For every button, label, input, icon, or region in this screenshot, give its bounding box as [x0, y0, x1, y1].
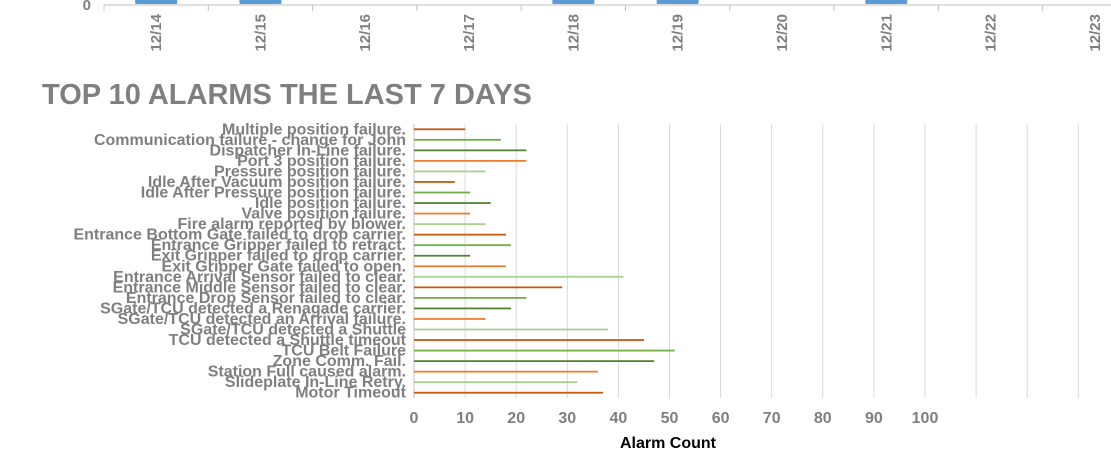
category-label: Multiple position failure.: [222, 121, 406, 138]
bar: [414, 381, 578, 384]
category-label: SGate/TCU detected a Renagade carrier.: [100, 300, 406, 317]
category-label: Entrance Middle Sensor failed to clear.: [113, 279, 406, 296]
bar: [414, 328, 609, 331]
category-label: Communication failure - change for John: [94, 132, 406, 149]
bar: [414, 360, 655, 363]
category-label: SGate/TCU detected an Arrival failure.: [118, 311, 406, 328]
chart-title: TOP 10 ALARMS THE LAST 7 DAYS: [42, 79, 532, 111]
category-label: Dispatcher In-Line failure.: [210, 142, 406, 159]
category-label: Port 3 position failure.: [237, 153, 406, 170]
top-date-label: 12/14: [148, 13, 165, 51]
top-date-label: 12/18: [565, 14, 582, 52]
category-label: Entrance Gripper failed to retract.: [151, 237, 406, 254]
bar: [414, 296, 527, 299]
category-label: SGate/TCU detected a Shuttle: [180, 322, 406, 339]
x-axis-title: Alarm Count: [620, 435, 717, 452]
category-label: Idle After Vacuum position failure.: [148, 174, 406, 191]
bar: [414, 212, 471, 215]
x-tick-label: 10: [456, 410, 474, 427]
top-date-label: 12/16: [357, 14, 374, 52]
bar: [414, 391, 604, 394]
top-date-label: 12/22: [983, 14, 1000, 52]
x-tick-label: 50: [661, 410, 679, 427]
x-tick-label: 80: [814, 410, 832, 427]
x-tick-label: 90: [865, 410, 883, 427]
category-label: Exit Gripper failed to drop carrier.: [151, 248, 406, 265]
x-tick-label: 30: [558, 410, 576, 427]
bar: [414, 318, 486, 320]
category-label: Idle After Pressure position failure.: [141, 185, 406, 202]
category-label: Valve position failure.: [242, 206, 407, 223]
bar: [414, 339, 644, 341]
bar: [414, 275, 624, 278]
bar: [414, 286, 563, 289]
x-tick-label: 40: [610, 410, 628, 427]
bar: [414, 159, 527, 162]
bar: [414, 244, 512, 247]
top-date-label: 12/17: [461, 14, 478, 52]
top-bar-12-18: [552, 0, 595, 4]
category-label: Entrance Drop Sensor failed to clear.: [126, 290, 406, 307]
category-label: TCU detected a Shuttle timeout: [169, 332, 407, 349]
bar: [414, 202, 491, 204]
bar: [414, 149, 527, 152]
bar: [414, 170, 486, 173]
x-tick-label: 60: [712, 410, 730, 427]
top-date-label: 12/20: [774, 14, 791, 52]
category-label: Fire alarm reported by blower.: [177, 216, 406, 233]
top-date-label: 12/21: [878, 14, 895, 52]
category-label: Motor Timeout: [295, 385, 406, 402]
category-label: Zone Comm. Fail.: [273, 353, 406, 370]
bar: [414, 307, 512, 310]
category-labels: Multiple position failure.Communication …: [73, 121, 406, 401]
top-date-label: 12/15: [252, 14, 269, 52]
top-y-tick-label: 0: [83, 0, 91, 14]
top-date-label: 12/19: [670, 14, 687, 52]
top-bar-12-19: [656, 0, 699, 4]
x-tick-label: 20: [507, 410, 525, 427]
x-tick-label: 100: [912, 410, 939, 427]
bar: [414, 370, 598, 373]
bar: [414, 349, 675, 352]
category-label: Entrance Arrival Sensor failed to clear.: [113, 269, 406, 286]
bar: [414, 138, 501, 141]
category-label: Exit Gripper Gate failed to open.: [162, 258, 406, 275]
bar: [414, 128, 466, 131]
gridlines: [413, 124, 1079, 398]
bar: [414, 254, 471, 257]
category-label: Station Full caused alarm.: [208, 364, 406, 381]
top-partial-chart: 0 12/14 12/15 12/16 12/17 12/18 12/19 12/20 12/2…: [83, 0, 1111, 52]
bar: [414, 233, 506, 236]
bar-series: [414, 128, 675, 394]
category-label: Idle position failure.: [255, 195, 406, 212]
category-label: TCU Belt Failure: [282, 343, 407, 360]
bar: [414, 191, 471, 194]
top-date-label: 12/23: [1087, 14, 1104, 52]
bar: [414, 181, 455, 183]
bar: [414, 223, 486, 226]
x-tick-labels: 0 10 20 30 40 50 60 70 80 90 100: [410, 410, 939, 427]
category-label: Entrance Bottom Gate failed to drop carr…: [73, 227, 406, 244]
category-label: Slideplate In-Line Retry.: [225, 374, 406, 391]
top-bar-12-15: [239, 0, 282, 4]
top-bar-12-14: [135, 0, 178, 4]
category-label: Pressure position failure.: [214, 163, 406, 180]
x-tick-label: 70: [763, 410, 781, 427]
top-bar-12-21: [865, 0, 908, 4]
bar: [414, 265, 506, 268]
x-tick-label: 0: [410, 410, 419, 427]
